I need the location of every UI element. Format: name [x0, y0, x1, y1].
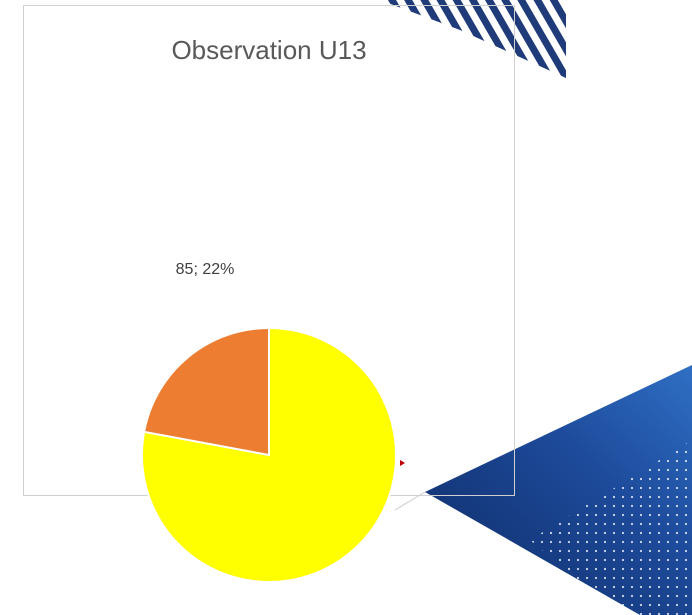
pie: [142, 328, 396, 582]
data-label: 85; 22%: [176, 261, 235, 278]
slide: Observation U13 85; 22%: [0, 0, 692, 615]
decoration: [380, 0, 692, 615]
pie-slice: [144, 328, 269, 455]
chart-title: Observation U13: [171, 35, 366, 65]
